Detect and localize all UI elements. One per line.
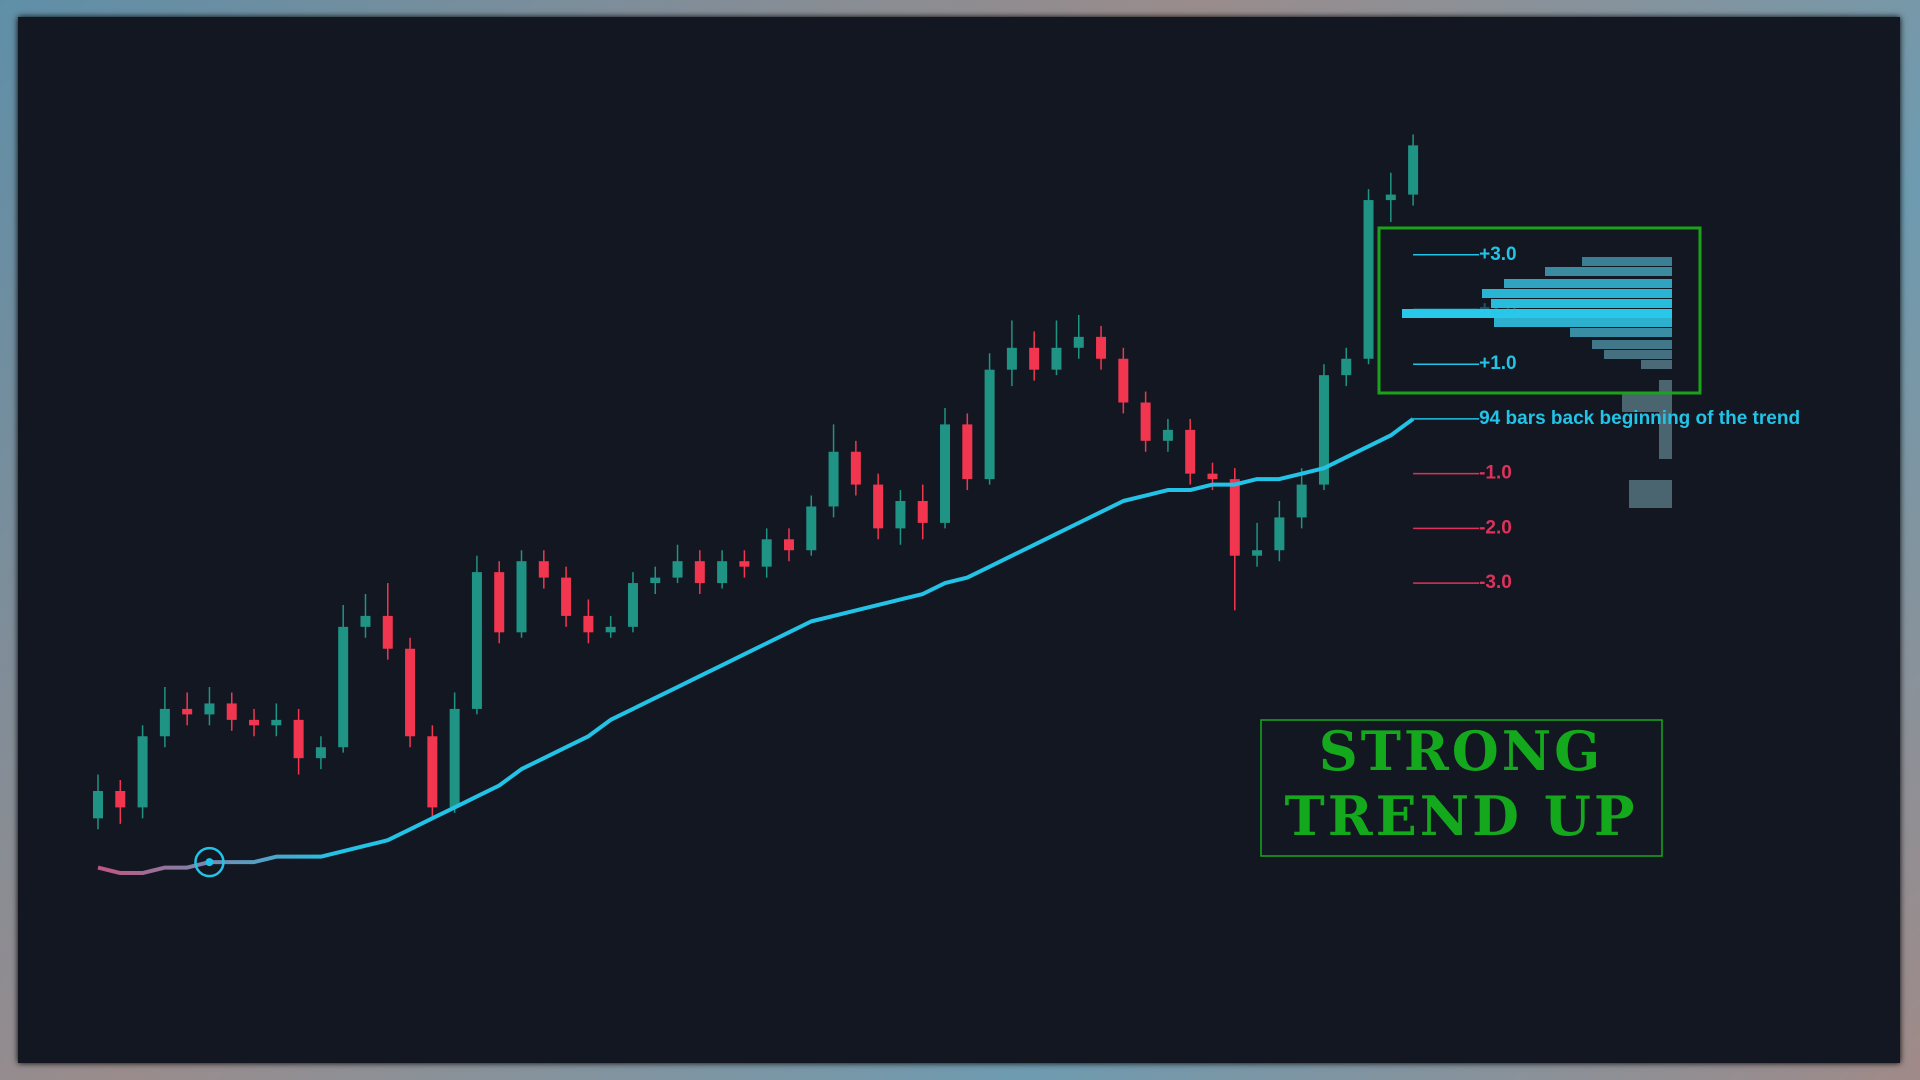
candle-body xyxy=(338,626,349,748)
candle-body xyxy=(271,719,282,726)
candle-body xyxy=(739,561,750,567)
candle-body xyxy=(449,708,460,808)
candle-body xyxy=(1408,145,1419,195)
candle-body xyxy=(694,561,705,584)
trend-layer xyxy=(97,417,1415,878)
deviation-box xyxy=(1377,226,1702,395)
profile-bar xyxy=(1570,328,1672,337)
candle-body xyxy=(962,424,973,480)
candle-body xyxy=(850,451,861,485)
profile-bar xyxy=(1622,392,1672,412)
candle-body xyxy=(1296,484,1307,518)
candle-body xyxy=(516,561,527,633)
candle-body xyxy=(1385,194,1396,201)
level-label: +3.0 xyxy=(1479,244,1517,265)
candle-body xyxy=(828,451,839,507)
candle-body xyxy=(873,484,884,529)
candle-body xyxy=(672,561,683,578)
candle-body xyxy=(1341,358,1352,376)
candle-body xyxy=(761,539,772,567)
candle-body xyxy=(1073,336,1084,348)
level-label: 94 bars back beginning of the trend xyxy=(1479,408,1800,429)
profile-bar xyxy=(1592,340,1672,349)
candle-body xyxy=(627,583,638,627)
level-label: -2.0 xyxy=(1479,517,1512,538)
profile-bar xyxy=(1402,309,1672,318)
profile-bar xyxy=(1641,360,1672,369)
candle-body xyxy=(1185,429,1196,474)
candle-body xyxy=(159,708,170,737)
candle-body xyxy=(405,648,416,737)
profile-bar xyxy=(1604,350,1672,359)
profile-bar xyxy=(1582,257,1672,266)
candles xyxy=(93,134,1419,830)
candle-body xyxy=(427,736,438,808)
candle-body xyxy=(650,577,661,584)
profile-bar xyxy=(1491,299,1672,308)
candle-body xyxy=(1318,375,1329,485)
trend-line xyxy=(97,417,1415,876)
trend-start-marker xyxy=(194,846,225,878)
candle-body xyxy=(182,708,193,715)
profile-bar xyxy=(1504,279,1672,288)
level-label: +2.0 xyxy=(1479,299,1517,320)
candle-body xyxy=(382,615,393,649)
candle-body xyxy=(940,424,951,523)
profile-bar xyxy=(1482,289,1672,298)
candle-body xyxy=(93,790,103,819)
candle-body xyxy=(1006,347,1017,370)
level-label: -1.0 xyxy=(1479,463,1512,484)
deviation-levels: +3.0 +2.0 +1.0 94 bars back beginning of th… xyxy=(1413,244,1800,593)
candle-body xyxy=(783,539,794,551)
candle-body xyxy=(1162,429,1173,441)
candle-body xyxy=(583,615,594,633)
trend-start-dot xyxy=(205,858,214,867)
candle-body xyxy=(1140,402,1151,441)
candle-body xyxy=(1096,336,1107,359)
volume-profile xyxy=(1402,257,1672,508)
candle-body xyxy=(1051,347,1062,370)
chart-panel xyxy=(18,17,1900,1063)
candle-body xyxy=(204,703,215,715)
candle-body xyxy=(538,561,549,578)
candle-body xyxy=(605,626,616,633)
candle-body xyxy=(1118,358,1129,403)
candle-body xyxy=(115,790,126,808)
profile-bar xyxy=(1494,318,1672,327)
candle-body xyxy=(1029,347,1040,370)
signal-box xyxy=(1260,719,1663,857)
level-label: -3.0 xyxy=(1479,572,1512,593)
profile-bar xyxy=(1545,267,1672,276)
candle-body xyxy=(293,719,304,759)
candle-body xyxy=(806,506,817,551)
candle-body xyxy=(1363,200,1374,359)
candle-body xyxy=(1274,517,1285,551)
candle-body xyxy=(226,703,237,720)
candle-body xyxy=(137,736,148,808)
signal-text: STRONG xyxy=(1319,719,1604,783)
level-label: +1.0 xyxy=(1479,353,1517,374)
signal-text: TREND UP xyxy=(1285,784,1638,848)
candle-body xyxy=(561,577,572,616)
candle-body xyxy=(1252,550,1263,556)
candle-body xyxy=(1229,479,1240,556)
candle-body xyxy=(494,572,505,633)
candle-body xyxy=(895,501,906,529)
candle-body xyxy=(717,561,728,584)
candle-body xyxy=(1207,473,1218,480)
candle-body xyxy=(360,615,371,627)
profile-bar xyxy=(1629,480,1672,508)
candle-body xyxy=(315,747,326,759)
candle-body xyxy=(249,719,260,726)
candle-body xyxy=(917,501,928,523)
candle-body xyxy=(984,369,995,480)
candle-body xyxy=(471,572,482,709)
